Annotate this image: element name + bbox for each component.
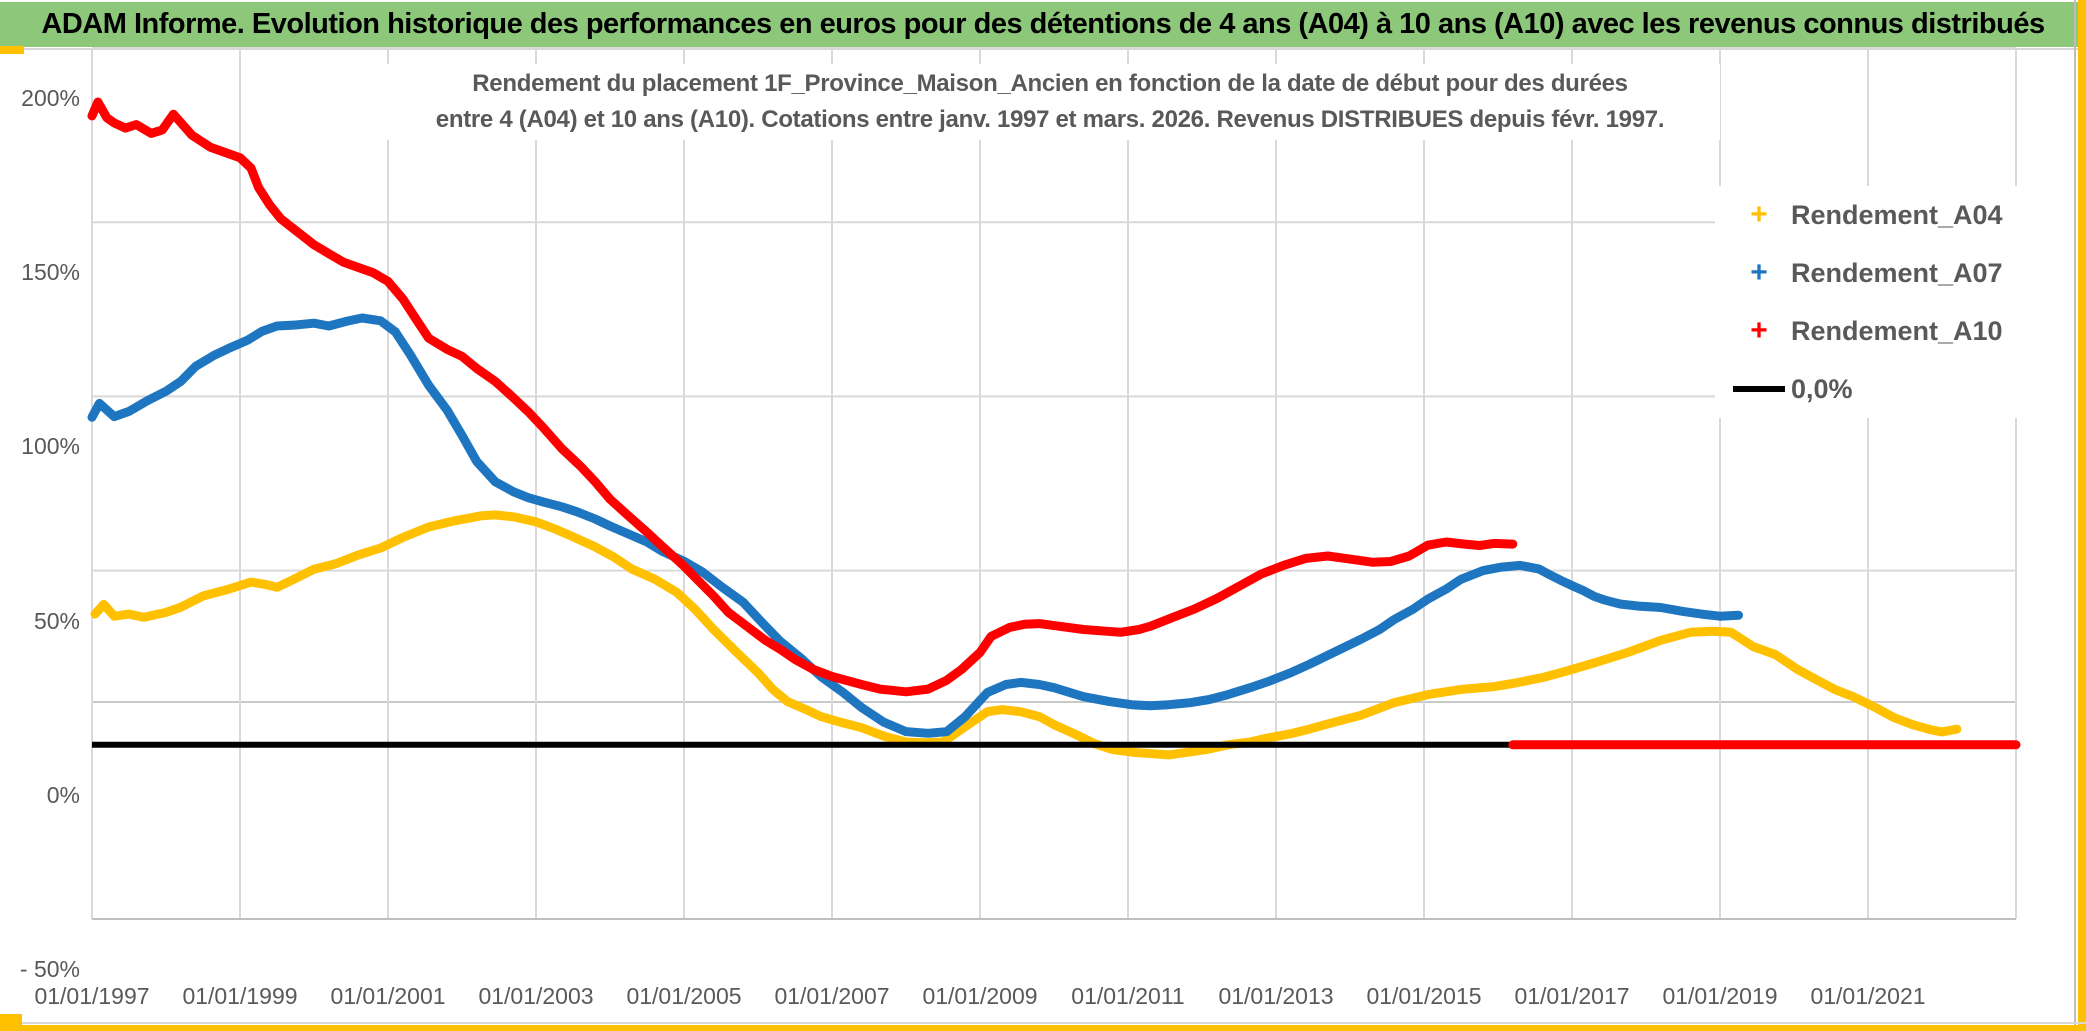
legend-label: Rendement_A07 [1791,257,2003,288]
y-tick-label-100: 100% [21,433,80,460]
x-tick-label-2005: 01/01/2005 [626,983,742,1009]
x-tick-label-2011: 01/01/2011 [1071,983,1185,1009]
x-tick-label-1999: 01/01/1999 [182,983,298,1009]
accent-right-hairline [2074,0,2076,1031]
chart-title: Rendement du placement 1F_Province_Maiso… [380,64,1720,140]
y-tick-label-0: 0% [46,781,80,808]
chart-legend: + Rendement_A04 + Rendement_A07 + Rendement_A… [1715,186,2017,418]
accent-bottom-left [0,1014,22,1031]
legend-plus-marker-icon: + [1750,198,1768,231]
y-tick-label--50: - 50% [19,956,80,982]
legend-entry-rendement-a04: + Rendement_A04 [1715,186,2017,244]
x-tick-label-2007: 01/01/2007 [774,983,890,1009]
x-tick-label-2013: 01/01/2013 [1218,983,1334,1009]
report-banner: ADAM Informe. Evolution historique des p… [0,2,2086,47]
x-tick-label-2015: 01/01/2015 [1366,983,1482,1009]
x-tick-label-2019: 01/01/2019 [1662,983,1778,1009]
series-rendement-a10 [87,97,1518,697]
accent-top-left [0,46,24,54]
y-tick-label-200: 200% [21,85,80,111]
x-tick-label-2003: 01/01/2003 [478,983,594,1009]
report-banner-title: ADAM Informe. Evolution historique des p… [41,8,2045,40]
y-tick-label-150: 150% [21,259,80,286]
chart-title-line1: Rendement du placement 1F_Province_Maiso… [472,70,1628,97]
legend-entry-0-0-: 0,0% [1715,360,2017,418]
accent-bottom-strip [0,1025,2086,1031]
series-rendement-a04 [90,510,1962,760]
x-tick-label-2021: 01/01/2021 [1810,983,1926,1009]
legend-plus-marker-icon: + [1750,314,1768,347]
accent-bottom-hairline [0,1022,2086,1024]
y-tick-label-50: 50% [33,607,80,634]
legend-label: Rendement_A04 [1791,199,2003,230]
legend-entry-rendement-a07: + Rendement_A07 [1715,244,2017,302]
legend-label: 0,0% [1791,373,1853,404]
legend-plus-marker-icon: + [1750,256,1768,289]
legend-label: Rendement_A10 [1791,315,2003,346]
series-rendement-a07 [87,313,1743,738]
x-tick-label-2001: 01/01/2001 [330,983,446,1009]
legend-entry-rendement-a10: + Rendement_A10 [1715,302,2017,360]
x-tick-label-2009: 01/01/2009 [922,983,1038,1009]
chart-title-line2: entre 4 (A04) et 10 ans (A10). Cotations… [435,106,1665,133]
chart-plot-svg [87,47,2021,920]
accent-right-strip [2078,0,2086,1031]
legend-line-marker-icon [1733,386,1785,392]
x-tick-label-2017: 01/01/2017 [1514,983,1630,1009]
x-tick-label-1997: 01/01/1997 [34,983,150,1009]
